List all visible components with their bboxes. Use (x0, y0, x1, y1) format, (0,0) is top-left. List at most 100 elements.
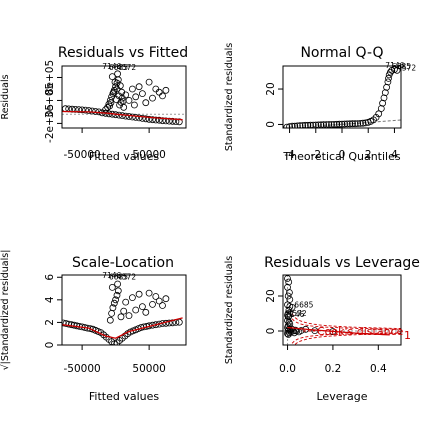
data-point (125, 97, 133, 104)
data-point (128, 85, 136, 93)
data-point (142, 308, 150, 316)
data-point (152, 293, 160, 300)
x-tick-label: 2 (365, 149, 372, 161)
cooks-distance-contour (293, 333, 401, 345)
panel-title: Normal Q-Q (300, 45, 383, 61)
data-point (108, 309, 115, 317)
y-tick-label: -2e+05 (44, 104, 56, 143)
data-point (125, 312, 133, 320)
data-point (135, 114, 143, 122)
data-point (152, 116, 160, 124)
data-point (125, 113, 133, 120)
outlier-label: 4572 (397, 63, 416, 72)
x-tick-label: 50000 (132, 149, 165, 161)
plot-area (283, 275, 401, 345)
data-point (145, 115, 153, 123)
data-point (285, 312, 293, 320)
outlier-label: 4572 (117, 273, 136, 282)
data-point (109, 304, 117, 312)
data-point (65, 320, 73, 328)
data-point (384, 78, 392, 86)
y-tick-label: 20 (265, 289, 277, 302)
data-point (135, 83, 143, 91)
data-point (72, 106, 79, 113)
panel-title: Residuals vs Fitted (58, 45, 188, 61)
data-point (351, 120, 359, 128)
data-point (85, 107, 93, 114)
data-point (349, 120, 356, 128)
data-point (75, 106, 83, 113)
data-point (354, 120, 362, 127)
x-tick-label: -2 (311, 149, 321, 161)
panel-title: Scale-Location (72, 255, 174, 271)
data-point (92, 108, 99, 115)
data-point (138, 90, 146, 97)
data-point (294, 122, 301, 128)
data-point (309, 121, 317, 128)
plot-frame (61, 65, 187, 129)
y-tick-label: 3e+05 (44, 83, 56, 118)
data-point (113, 291, 121, 299)
cooks-distance-contour (291, 332, 401, 344)
data-point (142, 115, 150, 123)
cooks-contour-level-label: 1 (404, 329, 411, 342)
data-point (362, 119, 370, 127)
y-axis-label: Residuals (0, 74, 11, 119)
plot-area (62, 280, 183, 345)
panel-1: Residuals vs Fitted Fitted values Residual… (0, 45, 188, 163)
data-point (62, 319, 67, 327)
data-point (343, 120, 351, 128)
plot-area (283, 66, 401, 128)
data-point (284, 292, 292, 300)
cooks-distance-label: Cook's distance (317, 325, 404, 338)
data-point (385, 75, 392, 82)
data-point (162, 117, 170, 125)
smooth-line (62, 317, 183, 339)
data-point (108, 73, 116, 80)
data-point (145, 78, 153, 86)
outlier-label: 4572 (288, 309, 307, 318)
data-point (111, 78, 119, 86)
panel-title: Residuals vs Leverage (264, 255, 420, 271)
data-point (138, 303, 146, 311)
x-tick-label: -4 (284, 149, 295, 161)
outlier-label: 6685 (109, 63, 128, 72)
panel-3: Scale-Location Fitted values √|Standardize… (0, 250, 187, 403)
data-point (128, 294, 136, 302)
plot-frame (282, 274, 402, 346)
outlier-label: 7146 (285, 310, 304, 319)
y-axis-label: Standardized residuals (224, 43, 235, 151)
x-axis-label: Leverage (317, 390, 368, 403)
smooth-line (62, 110, 183, 121)
data-point (375, 110, 383, 118)
panel-4: Residuals vs Leverage Leverage Standardize… (224, 255, 420, 403)
y-axis-label: Standardized residuals (224, 256, 235, 364)
outlier-label: 7146 (102, 62, 121, 71)
data-point (88, 107, 96, 115)
outlier-label: 7146 (385, 61, 404, 70)
data-point (301, 121, 309, 128)
data-point (114, 287, 122, 295)
data-point (112, 296, 119, 304)
data-point (288, 325, 296, 333)
outlier-label: 6685 (294, 300, 313, 309)
x-tick-label: 0 (339, 149, 346, 161)
data-point (285, 278, 293, 286)
data-point (122, 112, 130, 120)
data-point (104, 103, 111, 111)
data-point (107, 99, 115, 107)
data-point (155, 297, 163, 305)
data-point (78, 106, 86, 114)
data-point (159, 302, 166, 309)
data-point (284, 311, 291, 319)
data-point (135, 290, 143, 298)
data-point (149, 300, 156, 308)
data-point (122, 298, 130, 306)
data-point (152, 85, 160, 93)
data-point (377, 105, 385, 112)
data-point (149, 116, 156, 124)
x-tick-label: 0.0 (279, 363, 296, 375)
x-axis-label: Fitted values (89, 390, 160, 403)
data-point (283, 123, 291, 128)
data-point (106, 102, 113, 110)
